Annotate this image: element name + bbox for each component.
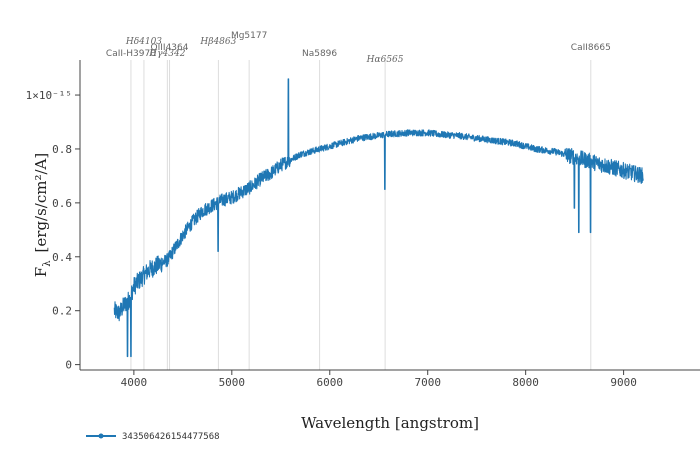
spectral-line-label: Hδ4103 bbox=[125, 37, 162, 47]
legend-label: 343506426154477568 bbox=[122, 432, 220, 442]
x-tick-label: 4000 bbox=[121, 376, 148, 389]
svg-text:Fλ[erg/s/cm²/A]: Fλ [erg/s/cm²/A] bbox=[32, 153, 53, 277]
y-tick-label: 0 bbox=[65, 359, 72, 372]
y-tick-label: 0.2 bbox=[52, 305, 72, 318]
spectral-line-label: Hα6565 bbox=[366, 55, 404, 65]
y-axis-title-units: [erg/s/cm²/A] bbox=[32, 153, 50, 253]
legend-swatch-marker bbox=[98, 433, 104, 439]
x-tick-label: 9000 bbox=[610, 376, 637, 389]
legend[interactable]: 343506426154477568 bbox=[86, 432, 220, 442]
x-ticks: 4000 5000 6000 7000 8000 9000 bbox=[121, 370, 637, 389]
spectrum-series-line bbox=[113, 78, 644, 358]
spectral-line-label: Mg5177 bbox=[231, 31, 267, 41]
spectral-line-label: Hγ4342 bbox=[148, 49, 185, 59]
y-axis-title-symbol: F bbox=[32, 267, 50, 277]
y-tick-label: 0.8 bbox=[52, 143, 72, 156]
x-tick-label: 8000 bbox=[512, 376, 539, 389]
x-tick-label: 5000 bbox=[219, 376, 246, 389]
x-axis-title: Wavelength [angstrom] bbox=[301, 414, 479, 432]
y-tick-label: 0.4 bbox=[52, 251, 72, 264]
y-tick-label: 1×10⁻¹⁵ bbox=[26, 89, 72, 102]
spectral-line-label: Hβ4863 bbox=[199, 37, 236, 47]
x-tick-label: 7000 bbox=[414, 376, 441, 389]
y-axis-title-subscript: λ bbox=[42, 260, 53, 267]
series-group bbox=[113, 78, 644, 358]
y-tick-label: 0.6 bbox=[52, 197, 72, 210]
spectral-line-label: OIII4364 bbox=[151, 43, 189, 53]
spectral-line-label: CaII8665 bbox=[571, 43, 611, 53]
axes bbox=[79, 60, 700, 371]
y-ticks: 0 0.2 0.4 0.6 0.8 1×10⁻¹⁵ bbox=[26, 89, 80, 372]
y-axis-title: Fλ [erg/s/cm²/A] bbox=[32, 153, 53, 277]
spectral-line-label: Na5896 bbox=[302, 49, 337, 59]
spectral-line-label: CaII-H3970 bbox=[106, 49, 156, 59]
x-tick-label: 6000 bbox=[317, 376, 344, 389]
